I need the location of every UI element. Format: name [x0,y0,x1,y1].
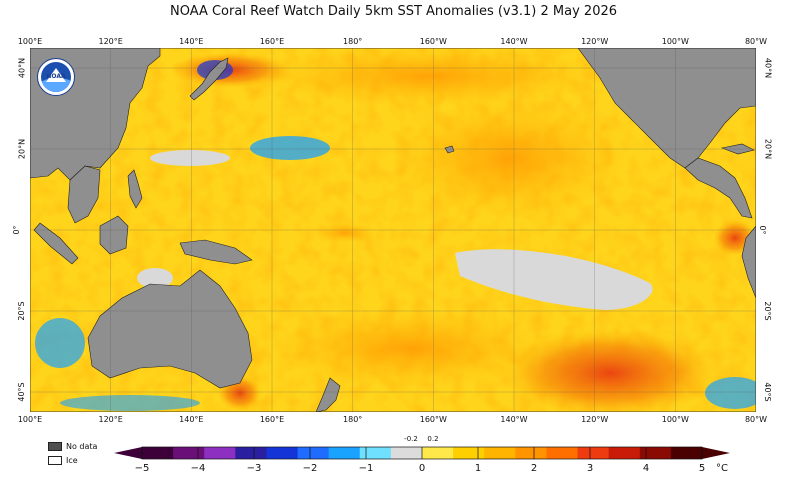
anomaly-western-pacific-neutral [150,150,230,166]
latitude-label-left: 40°N [17,57,27,79]
colorbar-segment [639,447,672,459]
noaa-logo: NOAA [37,58,75,96]
colorbar-near-zero-high: 0.2 [427,435,439,443]
latitude-label-right: 40°N [763,57,773,79]
land-central-america [684,157,753,219]
longitude-label-top: 160°E [259,37,285,46]
longitude-label-bottom: 80°W [744,415,768,424]
land-australia [87,269,253,389]
colorbar-segment [235,447,267,459]
colorbar-near-zero-low: -0.2 [404,435,418,443]
colorbar-segment [266,447,299,459]
colorbar-tick-label: −3 [246,463,262,474]
colorbar-segment [422,447,454,459]
longitude-label-bottom: 160°E [259,415,285,424]
colorbar-segment [390,447,423,459]
colorbar-segment [484,447,516,459]
latitude-label-right: 20°S [763,301,773,321]
colorbar-min-arrow [114,447,142,459]
colorbar-segment [453,447,485,459]
land-hawaii [444,145,455,154]
colorbar-segment [515,447,547,459]
colorbar-segment [173,447,205,459]
anomaly-southern-cool [60,395,200,411]
anomaly-southeast-pacific-hot [500,328,720,412]
sst-anomaly-map [30,48,756,412]
longitude-label-bottom: 100°E [17,415,43,424]
longitude-label-bottom: 180° [343,415,363,424]
anomaly-indonesia-neutral [137,268,173,288]
colorbar-tick-label: −4 [190,463,206,474]
legend-no-data-label: No data [66,442,98,451]
colorbar-segment [297,447,330,459]
anomaly-indian-ocean-cool [35,318,85,368]
colorbar-segment [577,447,610,459]
anomaly-equatorial-hot [315,223,375,243]
longitude-label-top: 180° [343,37,363,46]
colorbar-segment [328,447,361,459]
colorbar-segment [670,447,703,459]
map-title: NOAA Coral Reef Watch Daily 5km SST Anom… [169,4,618,19]
colorbar-tick-label: 4 [642,463,650,474]
longitude-label-bottom: 120°E [98,415,123,424]
longitude-label-bottom: 140°E [179,415,204,424]
colorbar-tick-label: 1 [474,463,482,474]
longitude-label-top: 100°W [661,37,689,46]
anomaly-peru-cool [705,377,756,409]
longitude-label-top: 120°E [98,37,123,46]
anomaly-equatorial-neutral [455,249,653,310]
land-new-zealand [315,377,341,412]
longitude-label-top: 120°W [581,37,609,46]
longitude-label-bottom: 140°W [500,415,528,424]
legend-ice: Ice [48,456,78,465]
land-indochina [67,165,101,224]
latitude-label-right: 40°S [763,382,773,402]
colorbar-tick-label: −5 [134,463,150,474]
longitude-label-top: 160°W [419,37,447,46]
colorbar-tick-label: 5 [698,463,706,474]
legend-ice-label: Ice [66,456,78,465]
longitude-label-bottom: 120°W [581,415,609,424]
colorbar-segment [359,447,392,459]
colorbar [114,446,730,460]
colorbar-unit: °C [716,463,728,474]
longitude-label-bottom: 100°W [661,415,689,424]
land-japan [189,57,229,101]
colorbar-segment [142,447,174,459]
land-philippines [127,169,143,209]
colorbar-segment [546,447,579,459]
colorbar-tick-label: 0 [418,463,426,474]
latitude-label-left: 0° [12,225,22,235]
latitude-label-right: 20°N [763,138,773,160]
longitude-label-top: 100°E [17,37,43,46]
latitude-label-left: 20°N [17,138,27,160]
longitude-label-bottom: 160°W [419,415,447,424]
graticule [30,48,756,412]
colorbar-tick-label: −2 [302,463,318,474]
colorbar-tick-label: −1 [358,463,374,474]
colorbar-max-arrow [702,447,730,459]
legend-no-data: No data [48,442,97,451]
land-new-guinea [179,239,253,265]
anomaly-northeast-pacific-warm [390,98,630,218]
no-data-swatch [48,442,62,451]
land-borneo [99,215,129,255]
anomaly-south-pacific-warm [270,308,550,388]
latitude-label-right: 0° [758,225,768,235]
noaa-logo-text: NOAA [46,73,66,80]
colorbar-tick-label: 3 [586,463,594,474]
colorbar-segment [608,447,641,459]
longitude-label-top: 140°E [179,37,204,46]
ice-swatch [48,456,62,465]
colorbar-tick-label: 2 [530,463,538,474]
longitude-label-top: 140°W [500,37,528,46]
colorbar-segment [204,447,236,459]
anomaly-west-north-pacific-cool [250,136,330,160]
latitude-label-left: 40°S [17,382,27,402]
land-south-america [741,225,756,299]
anomaly-north-pacific-warm [250,48,610,106]
longitude-label-top: 80°W [744,37,768,46]
latitude-label-left: 20°S [17,301,27,321]
